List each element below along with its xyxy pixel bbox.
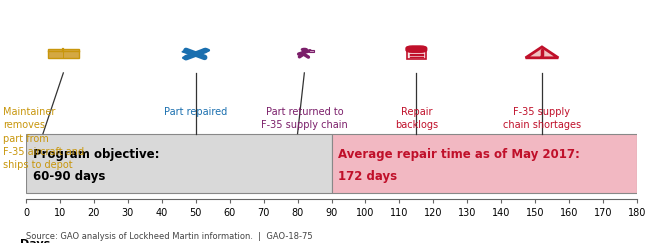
Text: part from: part from — [3, 134, 49, 144]
Text: 172 days: 172 days — [338, 170, 397, 183]
Text: F-35 supply: F-35 supply — [514, 107, 571, 117]
Text: Part repaired: Part repaired — [164, 107, 228, 117]
Text: backlogs: backlogs — [395, 120, 438, 130]
Text: F-35 aircraft and: F-35 aircraft and — [3, 147, 84, 157]
Text: removes: removes — [3, 120, 46, 130]
Text: 60-90 days: 60-90 days — [32, 170, 105, 183]
Text: Maintainer: Maintainer — [3, 107, 56, 117]
Text: Days: Days — [20, 239, 50, 243]
Text: F-35 supply chain: F-35 supply chain — [261, 120, 348, 130]
Text: Average repair time as of May 2017:: Average repair time as of May 2017: — [338, 148, 580, 161]
Text: ships to depot: ships to depot — [3, 160, 73, 170]
Text: Program objective:: Program objective: — [32, 148, 159, 161]
Text: chain shortages: chain shortages — [503, 120, 581, 130]
Text: Repair: Repair — [400, 107, 432, 117]
Bar — [332, 134, 637, 193]
Text: Source: GAO analysis of Lockheed Martin information.  |  GAO-18-75: Source: GAO analysis of Lockheed Martin … — [26, 232, 313, 241]
Text: Part returned to: Part returned to — [266, 107, 343, 117]
Bar — [26, 134, 332, 193]
